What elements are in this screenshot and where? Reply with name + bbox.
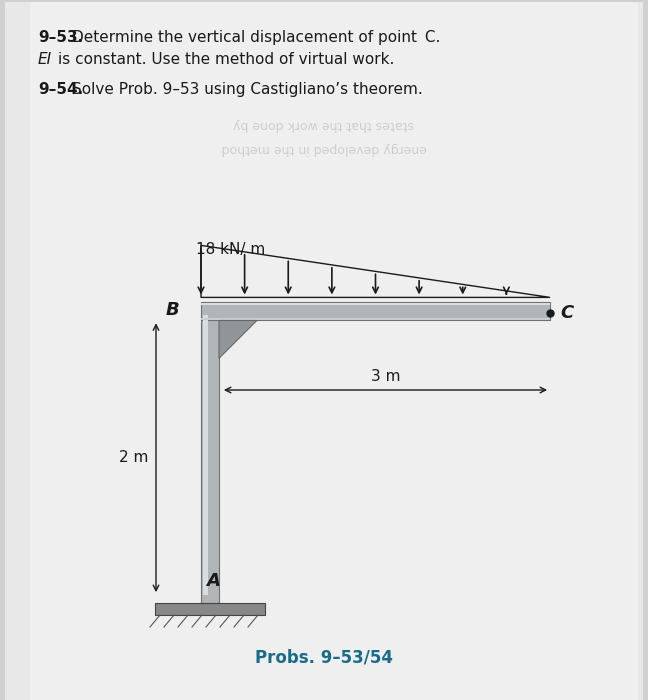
Text: Solve Prob. 9–53 using Castigliano’s theorem.: Solve Prob. 9–53 using Castigliano’s the… [72,82,422,97]
Bar [155,603,265,615]
Text: 18 kN/ m: 18 kN/ m [196,242,265,258]
Text: is constant. Use the method of virtual work.: is constant. Use the method of virtual w… [58,52,395,67]
Polygon shape [219,321,257,358]
Text: Probs. 9–53/54: Probs. 9–53/54 [255,649,393,667]
FancyBboxPatch shape [5,2,643,700]
Text: C: C [560,304,573,322]
Text: energy developed in the method: energy developed in the method [222,142,426,155]
Text: 9–54.: 9–54. [38,82,83,97]
Text: Determine the vertical displacement of point  C.: Determine the vertical displacement of p… [72,30,441,45]
Text: 9–53.: 9–53. [38,30,83,45]
Text: 2 m: 2 m [119,450,148,466]
Text: B: B [165,301,179,319]
Text: A: A [206,572,220,590]
Text: EI: EI [38,52,52,67]
Bar [203,315,209,595]
FancyBboxPatch shape [30,2,638,700]
Text: states that the work done by: states that the work done by [233,118,415,131]
Bar [201,302,550,321]
Bar [201,315,219,603]
Bar [201,303,550,305]
Text: 3 m: 3 m [371,369,400,384]
Bar [201,318,550,321]
